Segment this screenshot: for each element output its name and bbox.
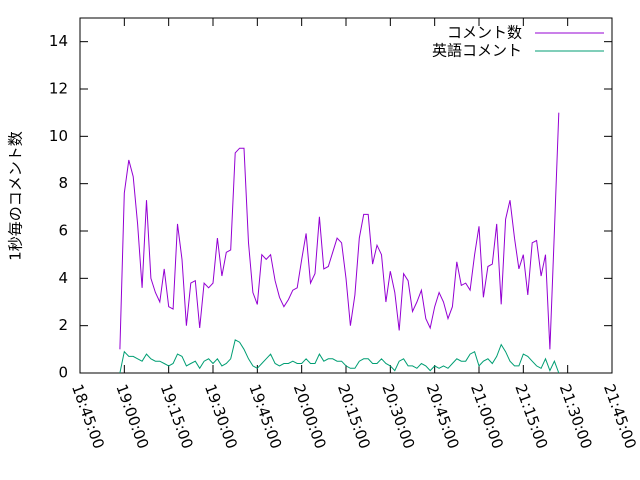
x-tick-label: 21:45:00 (600, 382, 640, 451)
y-tick-label: 8 (58, 174, 68, 192)
x-tick-label: 20:45:00 (423, 382, 463, 451)
legend-label: コメント数 (447, 24, 522, 42)
y-tick-label: 10 (49, 127, 68, 145)
x-tick-label: 19:15:00 (157, 382, 197, 451)
y-tick-label: 2 (58, 316, 68, 334)
x-tick-label: 21:15:00 (511, 382, 551, 451)
x-tick-label: 21:30:00 (556, 382, 596, 451)
y-tick-label: 14 (49, 32, 68, 50)
y-tick-label: 6 (58, 222, 68, 240)
x-tick-label: 19:30:00 (201, 382, 241, 451)
series-line (119, 339, 560, 374)
x-tick-label: 19:45:00 (245, 382, 285, 451)
series-line (119, 112, 560, 350)
y-tick-label: 12 (49, 80, 68, 98)
y-tick-label: 0 (58, 364, 68, 382)
x-tick-label: 21:00:00 (467, 382, 507, 451)
x-tick-label: 19:00:00 (112, 382, 152, 451)
x-tick-label: 20:00:00 (290, 382, 330, 451)
y-tick-label: 4 (58, 269, 68, 287)
x-tick-label: 20:15:00 (334, 382, 374, 451)
x-tick-label: 20:30:00 (378, 382, 418, 451)
plot-border (79, 17, 613, 374)
legend-label: 英語コメント (432, 42, 522, 60)
x-tick-label: 18:45:00 (68, 382, 108, 451)
y-axis-label: 1秒毎のコメント数 (7, 131, 25, 261)
